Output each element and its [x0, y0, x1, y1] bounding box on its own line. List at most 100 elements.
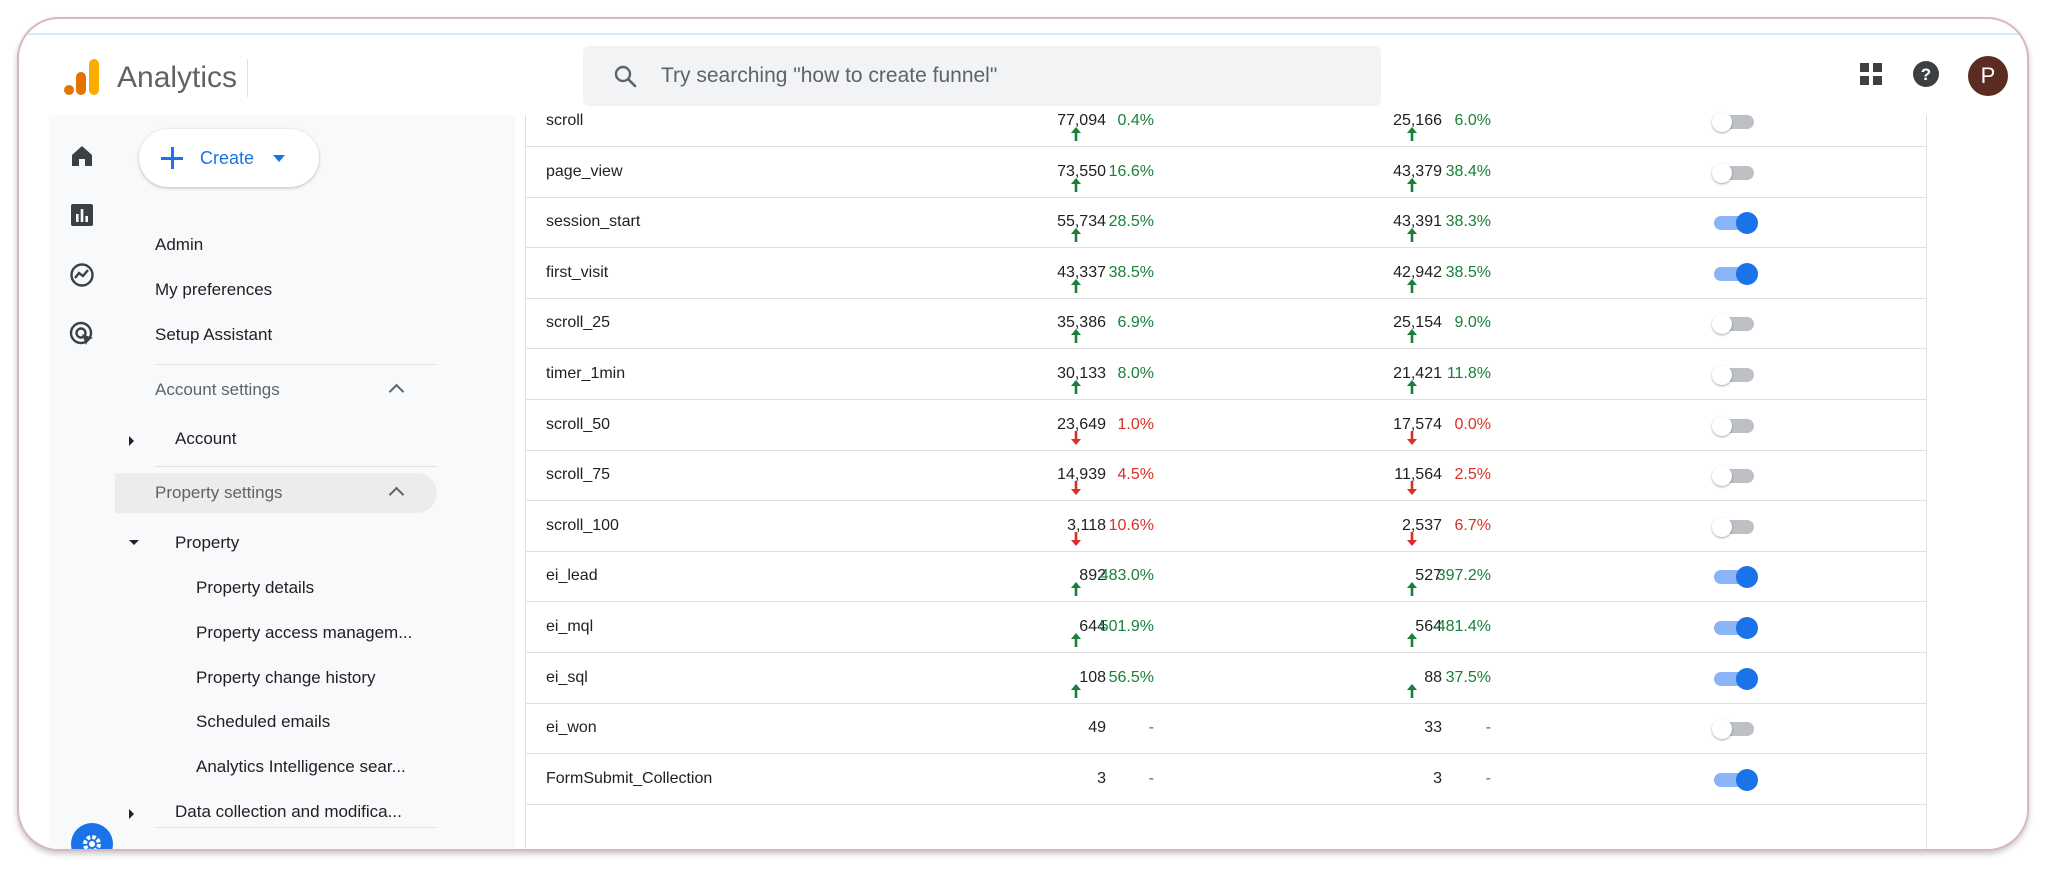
event-name[interactable]: scroll_25: [546, 314, 611, 332]
help-icon[interactable]: ?: [1911, 59, 1941, 89]
mark-as-conversion-toggle[interactable]: [1712, 616, 1758, 639]
table-row[interactable]: ei_sql 108 56.5% 88 37.5%: [526, 653, 1926, 704]
arrow-up-icon: [1070, 568, 1084, 618]
table-row[interactable]: ei_mql 644 501.9% 564 481.4%: [526, 602, 1926, 653]
count-trend: [1070, 197, 1084, 247]
users-trend: [1406, 400, 1420, 450]
section-property-settings[interactable]: Property settings: [115, 473, 437, 513]
nav-item-data-collection[interactable]: Data collection and modifica...: [175, 802, 402, 821]
advertising-icon[interactable]: [69, 321, 95, 347]
event-name[interactable]: scroll_100: [546, 516, 619, 534]
conversion-cell: [1712, 602, 1758, 652]
count-trend: [1070, 653, 1084, 703]
mark-as-conversion-toggle[interactable]: [1712, 161, 1756, 183]
count-trend: [1070, 96, 1084, 146]
conversion-cell: [1712, 501, 1756, 551]
nav-item-scheduled-emails[interactable]: Scheduled emails: [196, 712, 331, 731]
nav-item-property-details[interactable]: Property details: [196, 578, 315, 597]
event-name[interactable]: ei_lead: [546, 567, 598, 585]
analytics-logo-icon[interactable]: [61, 57, 101, 97]
reports-icon[interactable]: [69, 202, 95, 228]
event-name[interactable]: timer_1min: [546, 365, 626, 382]
table-row[interactable]: scroll_100 3,118 10.6% 2,537 6.7%: [526, 501, 1926, 552]
chevron-up-icon: [388, 383, 405, 400]
expand-arrow-icon[interactable]: [129, 809, 134, 819]
settings-gear-button[interactable]: [71, 823, 113, 849]
nav-item-analytics-intelligence-search[interactable]: Analytics Intelligence sear...: [196, 757, 406, 776]
home-icon[interactable]: [69, 143, 95, 169]
table-row[interactable]: first_visit 43,337 38.5% 42,942 38.5%: [526, 248, 1926, 299]
event-name[interactable]: scroll_50: [546, 415, 611, 433]
table-row[interactable]: scroll 77,094 0.4% 25,166 6.0%: [526, 96, 1926, 147]
event-name[interactable]: scroll_75: [546, 466, 611, 484]
section-account-settings[interactable]: Account settings: [115, 370, 437, 410]
avatar[interactable]: P: [1968, 56, 2008, 96]
divider: [155, 827, 437, 828]
nav-item-property[interactable]: Property: [175, 533, 240, 552]
mark-as-conversion-toggle[interactable]: [1712, 363, 1756, 385]
count-trend: [1070, 450, 1084, 500]
users-change: 2.5%: [1454, 466, 1491, 484]
table-row[interactable]: scroll_25 35,386 6.9% 25,154 9.0%: [526, 298, 1926, 350]
arrow-up-icon: [1070, 366, 1084, 416]
arrow-down-icon: [1070, 518, 1084, 568]
count-trend: [1070, 147, 1084, 197]
mark-as-conversion-toggle[interactable]: [1712, 414, 1756, 436]
mark-as-conversion-toggle[interactable]: [1712, 464, 1756, 487]
nav-item-account[interactable]: Account: [175, 429, 237, 448]
user-count: 42,942: [1393, 263, 1442, 281]
event-name[interactable]: first_visit: [546, 263, 609, 281]
toggle-knob: [1736, 667, 1758, 690]
create-button[interactable]: Create: [139, 129, 319, 187]
dropdown-caret-icon: [273, 154, 286, 162]
mark-as-conversion-toggle[interactable]: [1712, 565, 1758, 589]
app-title[interactable]: Analytics: [117, 61, 238, 94]
arrow-up-icon: [1406, 366, 1420, 416]
table-row[interactable]: ei_lead 892 483.0% 527 397.2%: [526, 551, 1926, 603]
mark-as-conversion-toggle[interactable]: [1712, 667, 1758, 690]
table-row[interactable]: FormSubmit_Collection 3 - 3 -: [526, 754, 1926, 805]
divider: [155, 466, 437, 467]
users-trend: [1406, 298, 1420, 348]
events-table: scroll 77,094 0.4% 25,166 6.0% page_view 73,55…: [525, 112, 1927, 849]
collapse-arrow-icon[interactable]: [129, 540, 139, 545]
mark-as-conversion-toggle[interactable]: [1712, 262, 1758, 285]
table-row[interactable]: scroll_75 14,939 4.5% 11,564 2.5%: [526, 450, 1926, 502]
event-name[interactable]: ei_sql: [546, 668, 588, 686]
nav-item-admin[interactable]: Admin: [155, 235, 204, 254]
search-input[interactable]: Try searching "how to create funnel": [661, 64, 998, 87]
count-change: 10.6%: [1108, 516, 1154, 534]
table-row[interactable]: page_view 73,550 16.6% 43,379 38.4%: [526, 147, 1926, 198]
mark-as-conversion-toggle[interactable]: [1712, 768, 1758, 791]
search-bar[interactable]: Try searching "how to create funnel": [583, 46, 1381, 106]
mark-as-conversion-toggle[interactable]: [1712, 110, 1756, 132]
event-name[interactable]: scroll: [546, 112, 584, 129]
explore-icon[interactable]: [69, 262, 95, 288]
table-row[interactable]: ei_won 49 - 33 -: [526, 703, 1926, 755]
event-name[interactable]: ei_won: [546, 719, 597, 737]
users-change: 0.0%: [1454, 415, 1491, 433]
table-row[interactable]: timer_1min 30,133 8.0% 21,421 11.8%: [526, 349, 1926, 400]
mark-as-conversion-toggle[interactable]: [1712, 717, 1756, 740]
toggle-knob: [1736, 566, 1758, 589]
count-change: 6.9%: [1117, 314, 1154, 332]
table-row[interactable]: scroll_50 23,649 1.0% 17,574 0.0%: [526, 400, 1926, 451]
event-name[interactable]: ei_mql: [546, 618, 594, 635]
mark-as-conversion-toggle[interactable]: [1712, 515, 1756, 537]
expand-arrow-icon[interactable]: [129, 436, 134, 446]
event-name[interactable]: page_view: [546, 162, 623, 180]
nav-item-setup-assistant[interactable]: Setup Assistant: [155, 325, 273, 344]
mark-as-conversion-toggle[interactable]: [1712, 211, 1758, 235]
nav-item-property-access-management[interactable]: Property access managem...: [196, 623, 413, 642]
apps-grid-icon[interactable]: [1858, 61, 1884, 87]
table-row[interactable]: session_start 55,734 28.5% 43,391 38.3%: [526, 197, 1926, 249]
users-trend: [1406, 602, 1420, 652]
event-name[interactable]: session_start: [546, 213, 641, 231]
event-count: 49: [1088, 719, 1106, 737]
mark-as-conversion-toggle[interactable]: [1712, 312, 1756, 335]
toggle-knob: [1712, 314, 1732, 335]
conversion-cell: [1712, 551, 1758, 601]
nav-item-my-preferences[interactable]: My preferences: [155, 280, 273, 299]
event-name[interactable]: FormSubmit_Collection: [546, 769, 713, 787]
nav-item-property-change-history[interactable]: Property change history: [196, 668, 376, 687]
